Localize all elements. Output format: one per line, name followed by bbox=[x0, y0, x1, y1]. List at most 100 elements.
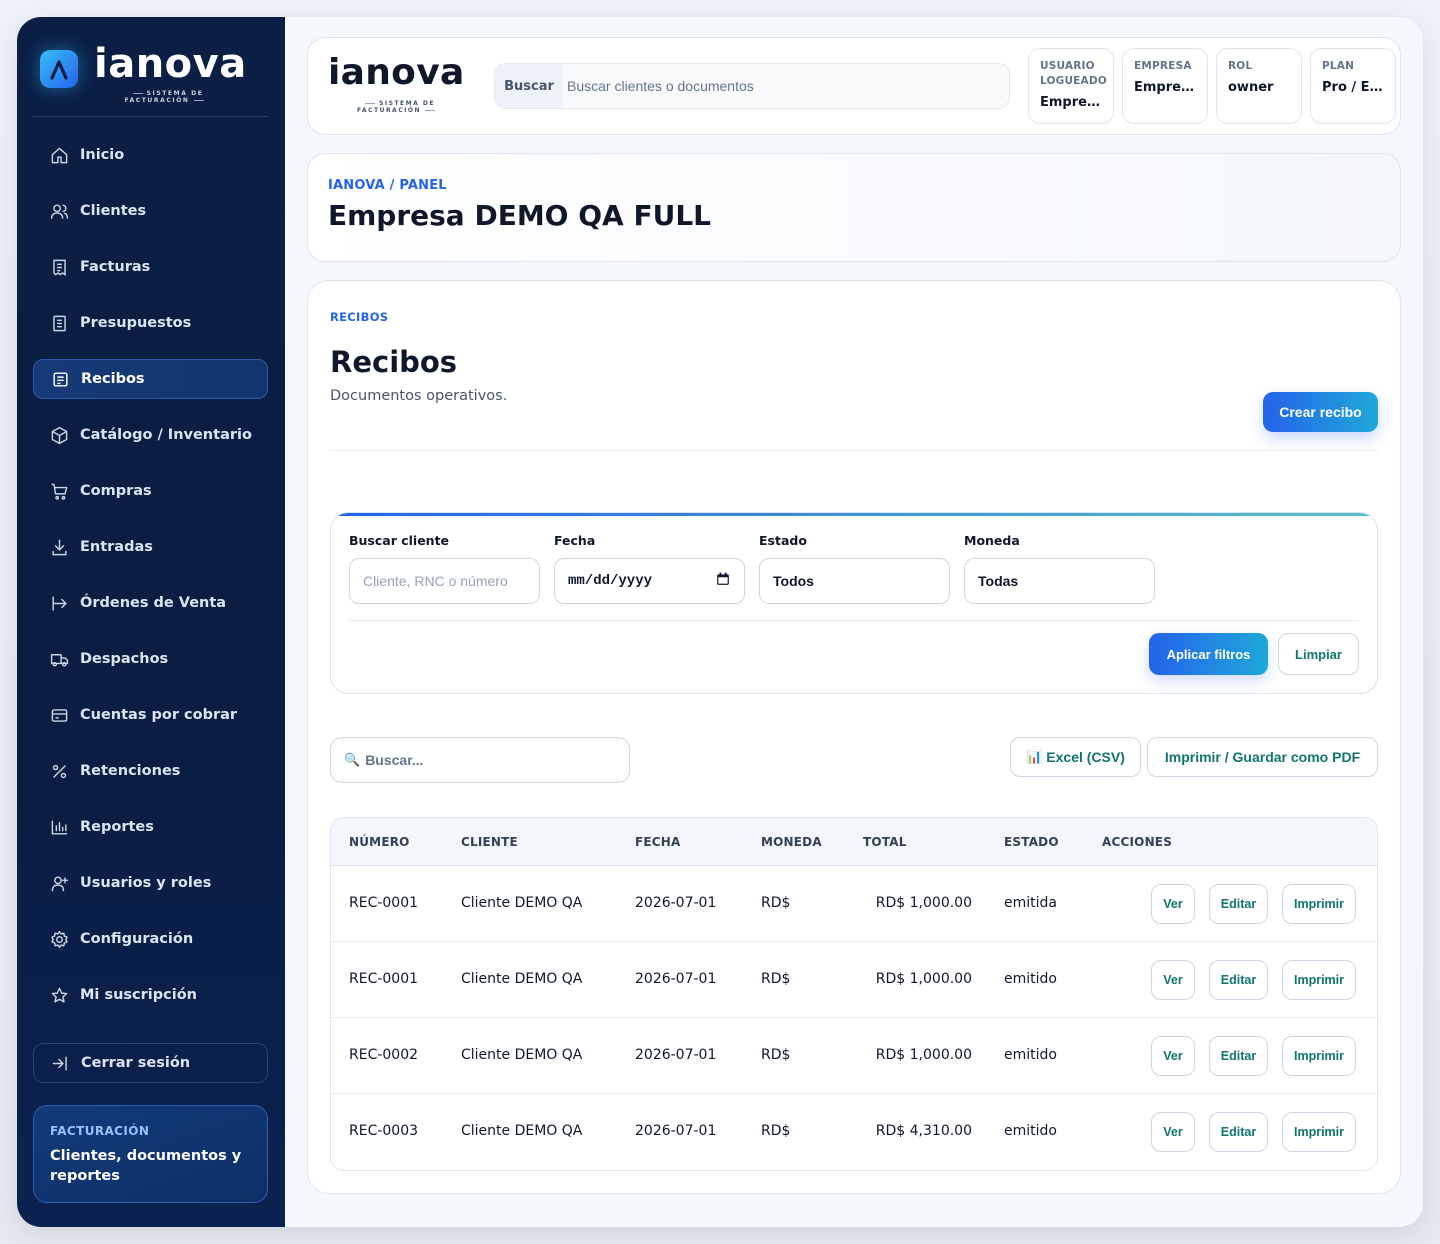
page-title: Empresa DEMO QA FULL bbox=[328, 199, 712, 232]
app-logo-icon bbox=[40, 50, 78, 88]
sidebar-nav: Inicio Clientes Facturas Presupuestos Re… bbox=[33, 135, 268, 1031]
sidebar-card-eyebrow: FACTURACIÓN bbox=[50, 1124, 150, 1138]
logout-button[interactable]: Cerrar sesión bbox=[33, 1043, 268, 1083]
plan-chip-value: Pro / Em... bbox=[1322, 80, 1384, 95]
user-plus-icon bbox=[49, 873, 69, 893]
view-button[interactable]: Ver bbox=[1151, 1036, 1195, 1076]
filter-date-label: Fecha bbox=[554, 533, 596, 548]
column-header-fecha[interactable]: FECHA bbox=[635, 835, 681, 849]
role-chip[interactable]: ROL owner bbox=[1216, 48, 1302, 124]
brand-subtitle: SISTEMA DE FACTURACIÓN bbox=[96, 90, 236, 104]
print-button[interactable]: Imprimir bbox=[1282, 1112, 1356, 1152]
create-receipt-button[interactable]: Crear recibo bbox=[1263, 392, 1378, 432]
breadcrumb[interactable]: IANOVA / PANEL bbox=[328, 178, 447, 193]
cell-date: 2026-07-01 bbox=[635, 895, 717, 911]
cell-total: RD$ 1,000.00 bbox=[875, 1047, 972, 1063]
main-content: ianova SISTEMA DE FACTURACIÓN Buscar USU… bbox=[285, 17, 1423, 1227]
sidebar-item-ordenes[interactable]: Órdenes de Venta bbox=[33, 583, 268, 623]
column-header-cliente[interactable]: CLIENTE bbox=[461, 835, 518, 849]
download-icon bbox=[49, 537, 69, 557]
clear-filters-button[interactable]: Limpiar bbox=[1278, 633, 1359, 675]
page-header: IANOVA / PANEL Empresa DEMO QA FULL bbox=[307, 153, 1401, 262]
user-chip-label: USUARIO LOGUEADO bbox=[1040, 60, 1107, 87]
edit-button[interactable]: Editar bbox=[1209, 884, 1268, 924]
column-header-numero[interactable]: NÚMERO bbox=[349, 835, 410, 849]
sidebar-item-reportes[interactable]: Reportes bbox=[33, 807, 268, 847]
sidebar-item-facturas[interactable]: Facturas bbox=[33, 247, 268, 287]
client-search-input[interactable]: Cliente, RNC o número bbox=[349, 558, 540, 604]
invoice-icon bbox=[49, 257, 69, 277]
gear-icon bbox=[49, 929, 69, 949]
print-pdf-button[interactable]: Imprimir / Guardar como PDF bbox=[1147, 737, 1378, 777]
sidebar-divider bbox=[33, 116, 268, 117]
view-button[interactable]: Ver bbox=[1151, 1112, 1195, 1152]
sidebar-item-label: Despachos bbox=[80, 651, 169, 667]
role-chip-label: ROL bbox=[1228, 60, 1253, 72]
sidebar-item-presupuestos[interactable]: Presupuestos bbox=[33, 303, 268, 343]
sidebar-item-label: Recibos bbox=[81, 371, 145, 387]
table-row[interactable]: REC-0001 Cliente DEMO QA 2026-07-01 RD$ … bbox=[331, 866, 1377, 942]
column-header-total[interactable]: TOTAL bbox=[863, 835, 907, 849]
sidebar-item-usuarios[interactable]: Usuarios y roles bbox=[33, 863, 268, 903]
view-button[interactable]: Ver bbox=[1151, 884, 1195, 924]
sidebar-item-retenciones[interactable]: Retenciones bbox=[33, 751, 268, 791]
global-search-input[interactable] bbox=[563, 64, 1009, 108]
print-button[interactable]: Imprimir bbox=[1282, 884, 1356, 924]
date-input[interactable]: mm/dd/yyyy bbox=[554, 558, 745, 604]
table-row[interactable]: REC-0003 Cliente DEMO QA 2026-07-01 RD$ … bbox=[331, 1094, 1377, 1170]
edit-button[interactable]: Editar bbox=[1209, 1112, 1268, 1152]
edit-button[interactable]: Editar bbox=[1209, 960, 1268, 1000]
currency-select[interactable]: Todas bbox=[964, 558, 1155, 604]
print-button[interactable]: Imprimir bbox=[1282, 1036, 1356, 1076]
sidebar-item-configuracion[interactable]: Configuración bbox=[33, 919, 268, 959]
sidebar-item-catalogo[interactable]: Catálogo / Inventario bbox=[33, 415, 268, 455]
cell-client: Cliente DEMO QA bbox=[461, 971, 583, 987]
calendar-icon[interactable] bbox=[716, 572, 730, 591]
cell-currency: RD$ bbox=[761, 1047, 791, 1063]
company-chip-label: EMPRESA bbox=[1134, 60, 1192, 72]
apply-filters-button[interactable]: Aplicar filtros bbox=[1149, 633, 1268, 675]
table-row[interactable]: REC-0002 Cliente DEMO QA 2026-07-01 RD$ … bbox=[331, 1018, 1377, 1094]
company-chip[interactable]: EMPRESA Empres... bbox=[1122, 48, 1208, 124]
plan-chip-label: PLAN bbox=[1322, 60, 1355, 72]
plan-chip[interactable]: PLAN Pro / Em... bbox=[1310, 48, 1396, 124]
panel-eyebrow: RECIBOS bbox=[330, 310, 389, 324]
print-button[interactable]: Imprimir bbox=[1282, 960, 1356, 1000]
sidebar-brand[interactable]: ianova SISTEMA DE FACTURACIÓN bbox=[40, 41, 250, 107]
global-search: Buscar bbox=[494, 63, 1010, 109]
user-chip[interactable]: USUARIO LOGUEADO Empres... bbox=[1028, 48, 1114, 124]
view-button[interactable]: Ver bbox=[1151, 960, 1195, 1000]
column-header-estado[interactable]: ESTADO bbox=[1004, 835, 1059, 849]
sidebar-item-entradas[interactable]: Entradas bbox=[33, 527, 268, 567]
edit-button[interactable]: Editar bbox=[1209, 1036, 1268, 1076]
sidebar-item-cuentas[interactable]: Cuentas por cobrar bbox=[33, 695, 268, 735]
export-excel-button[interactable]: 📊 Excel (CSV) bbox=[1010, 737, 1141, 777]
table-row[interactable]: REC-0001 Cliente DEMO QA 2026-07-01 RD$ … bbox=[331, 942, 1377, 1018]
filter-status: Estado Todos bbox=[759, 533, 950, 604]
users-icon bbox=[49, 201, 69, 221]
sidebar-item-inicio[interactable]: Inicio bbox=[33, 135, 268, 175]
status-select[interactable]: Todos bbox=[759, 558, 950, 604]
table-search-input[interactable]: 🔍 Buscar... bbox=[330, 737, 630, 783]
sidebar-item-suscripcion[interactable]: Mi suscripción bbox=[33, 975, 268, 1015]
sidebar-card-text: Clientes, documentos y reportes bbox=[50, 1148, 242, 1184]
cell-number: REC-0001 bbox=[349, 971, 419, 987]
filters-card: Buscar cliente Cliente, RNC o número Fec… bbox=[330, 512, 1378, 694]
sidebar-item-label: Cuentas por cobrar bbox=[80, 707, 238, 723]
topbar: ianova SISTEMA DE FACTURACIÓN Buscar USU… bbox=[307, 37, 1401, 135]
sidebar: ianova SISTEMA DE FACTURACIÓN Inicio Cli… bbox=[17, 17, 285, 1227]
home-icon bbox=[49, 145, 69, 165]
global-search-label: Buscar bbox=[495, 64, 563, 108]
filter-client: Buscar cliente Cliente, RNC o número bbox=[349, 533, 540, 604]
sidebar-item-compras[interactable]: Compras bbox=[33, 471, 268, 511]
topbar-logo[interactable]: ianova SISTEMA DE FACTURACIÓN bbox=[328, 52, 473, 116]
column-header-moneda[interactable]: MONEDA bbox=[761, 835, 822, 849]
cell-total: RD$ 1,000.00 bbox=[875, 895, 972, 911]
sidebar-item-label: Retenciones bbox=[80, 763, 181, 779]
topbar-wordmark: ianova bbox=[328, 52, 465, 93]
sidebar-item-despachos[interactable]: Despachos bbox=[33, 639, 268, 679]
sidebar-item-clientes[interactable]: Clientes bbox=[33, 191, 268, 231]
receipts-table: NÚMERO CLIENTE FECHA MONEDA TOTAL ESTADO… bbox=[330, 817, 1378, 1171]
filter-client-label: Buscar cliente bbox=[349, 533, 450, 548]
sidebar-item-recibos[interactable]: Recibos bbox=[33, 359, 268, 399]
